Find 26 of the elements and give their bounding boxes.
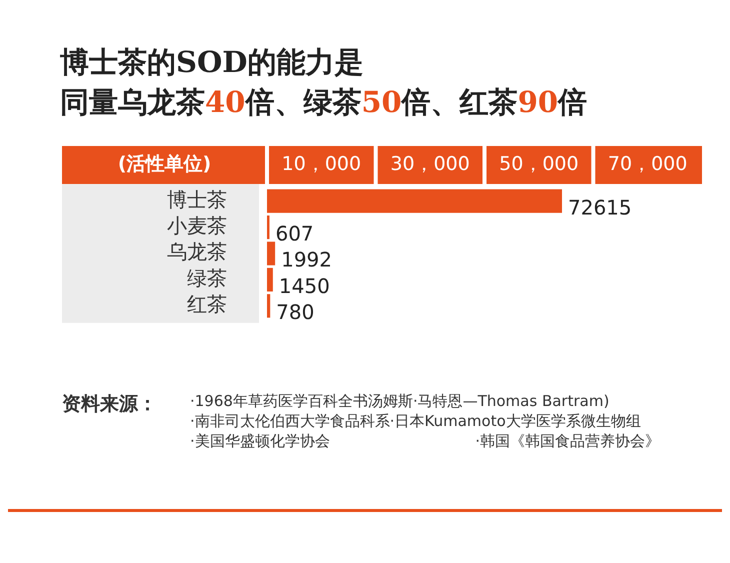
x-axis-title: (活性单位) <box>118 152 212 175</box>
y-tick-label: 红茶 <box>187 292 227 316</box>
y-tick-label: 乌龙茶 <box>167 240 227 264</box>
data-label: 72615 <box>568 195 632 220</box>
y-tick-label: 小麦茶 <box>167 214 227 238</box>
chart-subtitle: 同量乌龙茶40倍、绿茶50倍、红茶90倍 <box>60 85 588 119</box>
text: 70，000 <box>608 152 688 175</box>
data-label: 1450 <box>278 274 330 298</box>
data-label: 1992 <box>281 248 332 272</box>
bar <box>267 189 562 213</box>
text: ·1968年草药医学百科全书汤姆斯·马特恩—Thomas Bartram) <box>190 391 610 411</box>
text: ·南非司太伦伯西大学食品科系·日本Kumamoto大学医学系微生物组 <box>190 411 642 431</box>
text: ·美国华盛顿化学协会 <box>190 431 330 451</box>
y-tick-label: 博士茶 <box>167 187 227 212</box>
text: 10，000 <box>282 152 362 175</box>
chart-title: 博士茶的SOD的能力是 <box>60 45 364 79</box>
bar <box>267 242 276 266</box>
data-label: 607 <box>275 222 314 246</box>
text: ·韩国《韩国食品营养协会》 <box>475 431 660 451</box>
text: 50，000 <box>499 152 579 175</box>
text: 30，000 <box>390 152 470 175</box>
y-tick-label: 绿茶 <box>187 266 227 290</box>
text: 资料来源： <box>62 392 158 417</box>
bar <box>267 268 273 292</box>
bar <box>267 294 270 318</box>
data-label: 780 <box>276 300 314 324</box>
